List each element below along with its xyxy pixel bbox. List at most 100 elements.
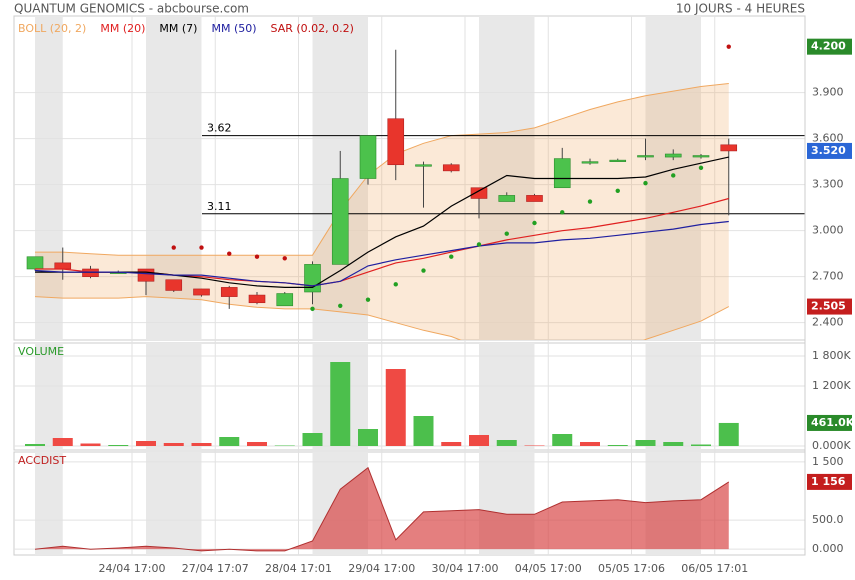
sar-dot [504, 231, 509, 236]
sar-dot [587, 199, 593, 204]
value-marker-label: 4.200 [811, 40, 846, 53]
candle-body [498, 195, 516, 202]
day-shade [35, 16, 63, 340]
y-tick-label: 3.000 [812, 224, 844, 237]
volume-bar [302, 433, 323, 446]
volume-bar [25, 444, 45, 446]
volume-bar [441, 442, 462, 446]
candle-body [415, 164, 432, 167]
y-tick-label: 3.300 [812, 178, 844, 191]
day-shade [146, 343, 202, 450]
candle-body [581, 161, 599, 164]
level-label: 3.11 [207, 200, 232, 213]
volume-bar [358, 429, 378, 446]
accdist-fill [35, 467, 729, 551]
volume-bar [496, 440, 517, 446]
y-tick-label: 500.0 [812, 513, 844, 526]
sar-dot [698, 165, 704, 170]
sar-dot [643, 180, 648, 186]
volume-bar [413, 416, 434, 446]
legend-entry: MM (20) [100, 22, 145, 35]
y-tick-label: 2.700 [812, 270, 844, 283]
value-marker [807, 142, 852, 159]
sar-dot [171, 245, 176, 250]
y-tick-label: 1 200K [812, 379, 851, 392]
day-shade [35, 343, 63, 450]
value-marker [807, 414, 852, 431]
y-tick-label: 0.000 [812, 542, 844, 555]
sar-dot [199, 245, 204, 250]
y-tick-label: 2.400 [812, 316, 844, 329]
candle-body [720, 144, 738, 152]
y-tick-label: 1 500 [812, 455, 844, 468]
candle-body [609, 159, 627, 162]
level-label: 3.62 [207, 122, 232, 135]
candle-body [387, 118, 405, 166]
sar-dot [365, 297, 371, 302]
panel-title: ACCDIST [18, 454, 66, 467]
candle-body [165, 279, 183, 291]
sar-dot [449, 254, 454, 259]
sar-dot [532, 220, 537, 226]
candle-body [637, 155, 654, 158]
volume-bar [580, 442, 600, 446]
value-marker [807, 473, 852, 490]
candle-body [137, 268, 155, 282]
sar-dot [671, 173, 676, 178]
x-tick-label: 28/04 17:01 [265, 562, 332, 575]
volume-bar [552, 434, 573, 446]
chart-title: QUANTUM GENOMICS - abcbourse.com [14, 2, 249, 16]
value-marker-label: 1 156 [811, 475, 846, 488]
sar-dot [560, 210, 565, 215]
volume-bar [469, 435, 489, 446]
chart-subtitle: 10 JOURS - 4 HEURES [676, 2, 805, 16]
x-tick-label: 30/04 17:00 [432, 562, 499, 575]
volume-bar [524, 445, 545, 446]
volume-bar [247, 442, 267, 446]
x-tick-label: 24/04 17:00 [99, 562, 166, 575]
candle-body [193, 288, 210, 296]
volume-bar [385, 369, 406, 446]
sar-dot [726, 44, 731, 49]
candle-body [359, 135, 377, 179]
day-shade [479, 343, 535, 450]
x-tick-label: 06/05 17:01 [681, 562, 748, 575]
y-tick-label: 1 800K [812, 349, 851, 362]
candle-body [54, 262, 72, 270]
volume-bar [136, 441, 156, 446]
volume-bar [108, 445, 129, 446]
candle-body [553, 158, 571, 189]
day-shade [35, 452, 63, 555]
value-marker-label: 3.520 [811, 144, 846, 157]
candle-body [470, 187, 488, 199]
candle-body [220, 287, 238, 297]
accdist-line [34, 466, 730, 552]
volume-bar [191, 443, 212, 446]
candle-body [692, 155, 710, 158]
ma-line [34, 220, 729, 287]
x-tick-label: 05/05 17:06 [598, 562, 665, 575]
ma-line [35, 156, 729, 288]
value-marker [807, 298, 852, 315]
band-upper [35, 83, 729, 256]
value-marker [807, 38, 852, 55]
legend-entry: MM (7) [159, 22, 197, 35]
band-lower [34, 296, 730, 340]
day-shade [146, 452, 202, 555]
sar-dot [254, 254, 260, 259]
volume-bar [718, 422, 739, 446]
y-tick-label: 3.900 [812, 86, 844, 99]
candle-body [248, 294, 266, 304]
day-shade [645, 343, 701, 450]
candle-body [26, 256, 44, 270]
sar-dot [393, 282, 398, 287]
volume-bar [635, 440, 656, 446]
value-marker-label: 2.505 [811, 300, 846, 313]
volume-bar [219, 437, 240, 446]
volume-bar [691, 444, 711, 446]
sar-dot [421, 268, 426, 273]
y-tick-label: 0.000K [812, 439, 851, 452]
y-tick-label: 3.600 [812, 132, 844, 145]
volume-bar [607, 445, 628, 446]
